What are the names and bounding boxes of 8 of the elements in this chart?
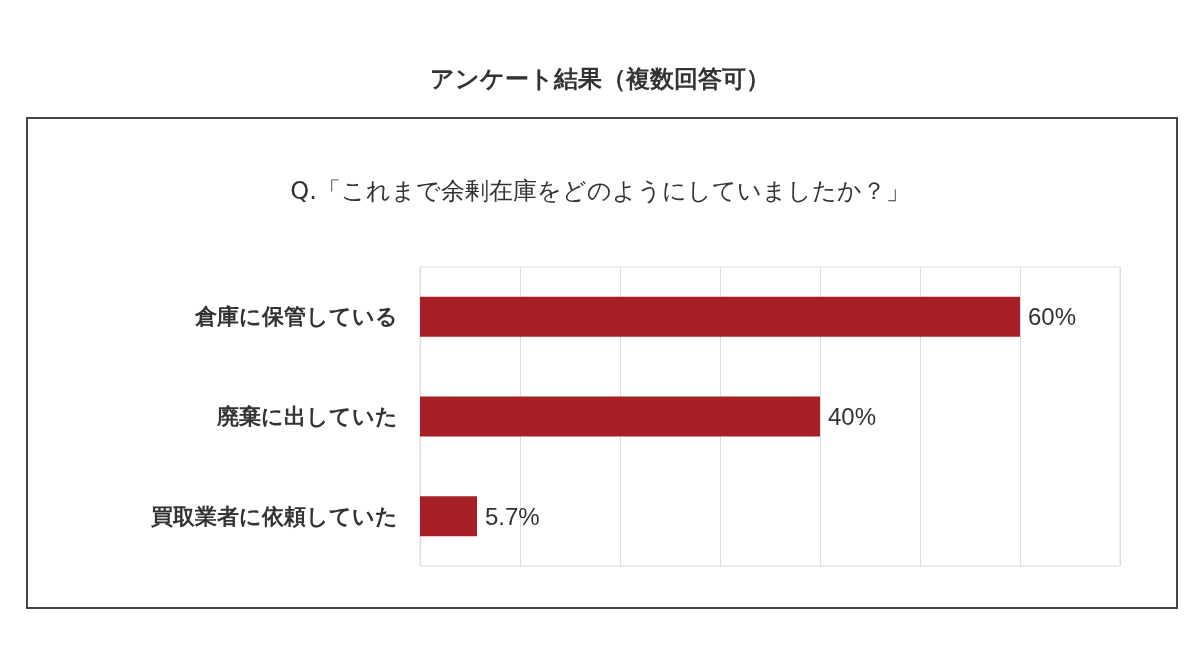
y-tick-label: 買取業者に依頼していた: [150, 503, 398, 529]
y-tick-label: 廃棄に出していた: [216, 404, 398, 429]
data-label: 60%: [1028, 303, 1077, 331]
chart-subtitle: Q.「これまで余剰在庫をどのようにしていましたか？」: [290, 177, 910, 205]
data-label: 40%: [828, 403, 877, 430]
chart-title: アンケート結果（複数回答可）: [430, 65, 770, 93]
y-tick-label: 倉庫に保管している: [194, 304, 398, 330]
data-label: 5.7%: [485, 502, 540, 530]
